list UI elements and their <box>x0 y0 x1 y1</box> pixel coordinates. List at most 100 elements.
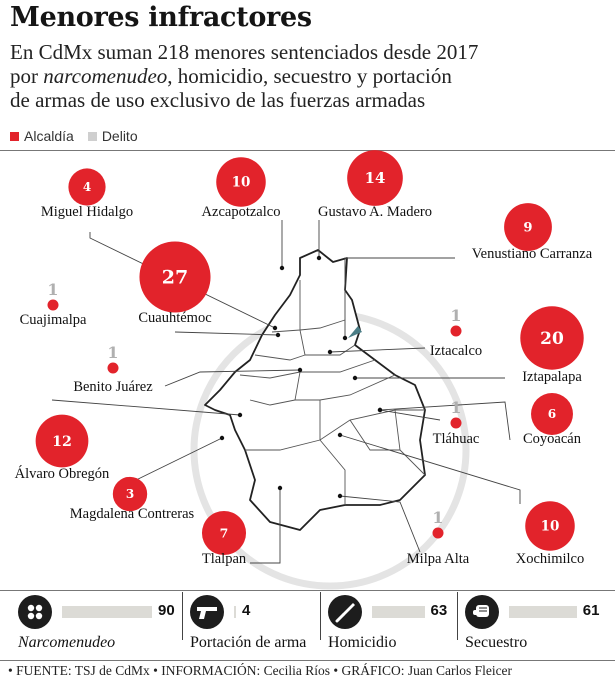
bar-narcomenudeo <box>62 606 152 618</box>
map-border-7 <box>319 400 346 505</box>
subtitle-line-2: por narcomenudeo, homicidio, secuestro y… <box>10 64 610 88</box>
leader-alvaro-obregon <box>51 399 241 416</box>
legend-swatch-delito <box>87 131 97 141</box>
legend: Alcaldía Delito <box>10 128 138 144</box>
leader-tlahuac <box>379 409 441 421</box>
leader-xochimilco <box>339 434 521 504</box>
leader-coyoacan <box>379 401 511 441</box>
point-magdalena-contreras <box>219 435 225 441</box>
bubble-xochimilco <box>525 501 575 551</box>
leader-venustiano-carranza <box>344 257 455 338</box>
label-azcapotzalco: Azcapotzalco <box>202 204 281 220</box>
knife-icon <box>328 595 362 629</box>
separator-3 <box>457 592 458 640</box>
value-magdalena-contreras: 3 <box>126 487 134 501</box>
label-coyoacan: Coyoacán <box>523 431 582 447</box>
bubble-venustiano-carranza <box>504 203 552 251</box>
bubble-benito-juarez <box>107 362 119 374</box>
value-narcomenudeo: 90 <box>158 602 175 619</box>
label-secuestro: Secuestro <box>465 634 528 651</box>
label-iztapalapa: Iztapalapa <box>522 369 582 385</box>
map-border-5 <box>249 399 296 406</box>
point-milpa-alta <box>337 493 343 499</box>
subtitle-line-3: de armas de uso exclusivo de las fuerzas… <box>10 88 426 112</box>
point-benito-juarez <box>297 367 303 373</box>
leader-milpa-alta <box>339 495 421 553</box>
map-border-6 <box>245 409 425 451</box>
value-xochimilco: 10 <box>541 519 560 535</box>
legend-item-alcaldia: Alcaldía <box>10 128 74 144</box>
bubble-cuauhtemoc <box>139 241 211 313</box>
label-venustiano-carranza: Venustiano Carranza <box>472 246 593 262</box>
divider-footer <box>0 660 615 661</box>
value-secuestro: 61 <box>582 602 600 619</box>
bubble-tlahuac <box>450 417 462 429</box>
map-border-1 <box>299 329 356 356</box>
bar-homicidio <box>372 606 425 618</box>
label-narcomenudeo: Narcomenudeo <box>18 634 116 651</box>
legend-swatch-alcaldia <box>10 131 19 141</box>
value-azcapotzalco: 10 <box>232 175 251 191</box>
label-gustavo-a-madero: Gustavo A. Madero <box>318 204 432 220</box>
map-border-0 <box>271 319 346 333</box>
value-alvaro-obregon: 12 <box>52 434 72 450</box>
label-iztacalco: Iztacalco <box>430 343 482 359</box>
label-tlalpan: Tlalpan <box>202 551 247 567</box>
point-xochimilco <box>337 432 343 438</box>
legend-label-delito: Delito <box>101 128 138 144</box>
subtitle-line-2-post: , homicidio, secuestro y portación <box>167 64 452 88</box>
bar-portacion-de-arma <box>234 606 236 618</box>
value-tlalpan: 7 <box>220 525 229 540</box>
label-benito-juarez: Benito Juárez <box>73 379 153 395</box>
point-alvaro-obregon <box>237 412 243 418</box>
bubble-alvaro-obregon <box>35 414 89 468</box>
borough-labels: Miguel Hidalgo Azcapotzalco Gustavo A. Mad… <box>15 204 593 567</box>
crime-homicidio: 63 Homicidio <box>328 590 468 652</box>
separator-1 <box>182 592 183 640</box>
divider-bottom <box>0 590 615 591</box>
leader-benito-juarez <box>164 369 301 387</box>
value-cuauhtemoc: 27 <box>162 267 188 289</box>
bar-secuestro <box>509 606 577 618</box>
leader-lines <box>51 220 521 564</box>
bubble-iztacalco <box>450 325 462 337</box>
crime-bars: 90 Narcomenudeo 4 Portación de arma 63 Homici… <box>0 590 615 662</box>
leader-cuauhtemoc <box>174 331 279 336</box>
bubble-iztapalapa <box>520 306 584 370</box>
point-cuauhtemoc <box>275 332 281 338</box>
fist-icon <box>465 595 499 629</box>
label-tlahuac: Tláhuac <box>433 431 480 447</box>
legend-label-alcaldia: Alcaldía <box>24 128 74 144</box>
footer-credits: • FUENTE: TSJ de CdMx • INFORMACIÓN: Cec… <box>8 663 513 678</box>
bubbles: 4 10 14 9 1 27 1 20 1 6 1 12 3 7 1 10 <box>35 150 584 556</box>
value-miguel-hidalgo: 4 <box>83 180 91 194</box>
crime-narcomenudeo: 90 Narcomenudeo <box>18 590 175 652</box>
chart-title: Menores infractores <box>10 2 312 33</box>
value-venustiano-carranza: 9 <box>523 221 532 236</box>
bubble-azcapotzalco <box>216 157 266 207</box>
chart-subtitle: En CdMx suman 218 menores sentenciados d… <box>10 40 610 112</box>
airport-icon <box>348 326 362 338</box>
label-cuajimalpa: Cuajimalpa <box>20 312 87 328</box>
map-outline <box>204 249 426 531</box>
point-iztapalapa <box>352 375 358 381</box>
leader-magdalena-contreras <box>129 437 223 484</box>
label-portacion-de-arma: Portación de arma <box>190 634 307 651</box>
value-benito-juarez: 1 <box>107 343 118 362</box>
value-iztacalco: 1 <box>450 306 461 325</box>
value-milpa-alta: 1 <box>432 508 443 527</box>
point-tlahuac <box>377 407 383 413</box>
legend-item-delito: Delito <box>87 128 138 144</box>
label-homicidio: Homicidio <box>328 634 397 651</box>
label-xochimilco: Xochimilco <box>516 551 584 567</box>
subtitle-emphasis: narcomenudeo <box>43 64 168 88</box>
map-shape <box>190 249 470 590</box>
subtitle-line-2-pre: por <box>10 64 44 88</box>
point-azcapotzalco <box>279 265 285 271</box>
label-alvaro-obregon: Álvaro Obregón <box>15 465 110 482</box>
point-miguel-hidalgo <box>272 325 278 331</box>
label-magdalena-contreras: Magdalena Contreras <box>70 506 195 522</box>
label-miguel-hidalgo: Miguel Hidalgo <box>41 204 133 220</box>
point-gustavo-a-madero <box>316 255 322 261</box>
crime-secuestro: 61 Secuestro <box>465 590 605 652</box>
